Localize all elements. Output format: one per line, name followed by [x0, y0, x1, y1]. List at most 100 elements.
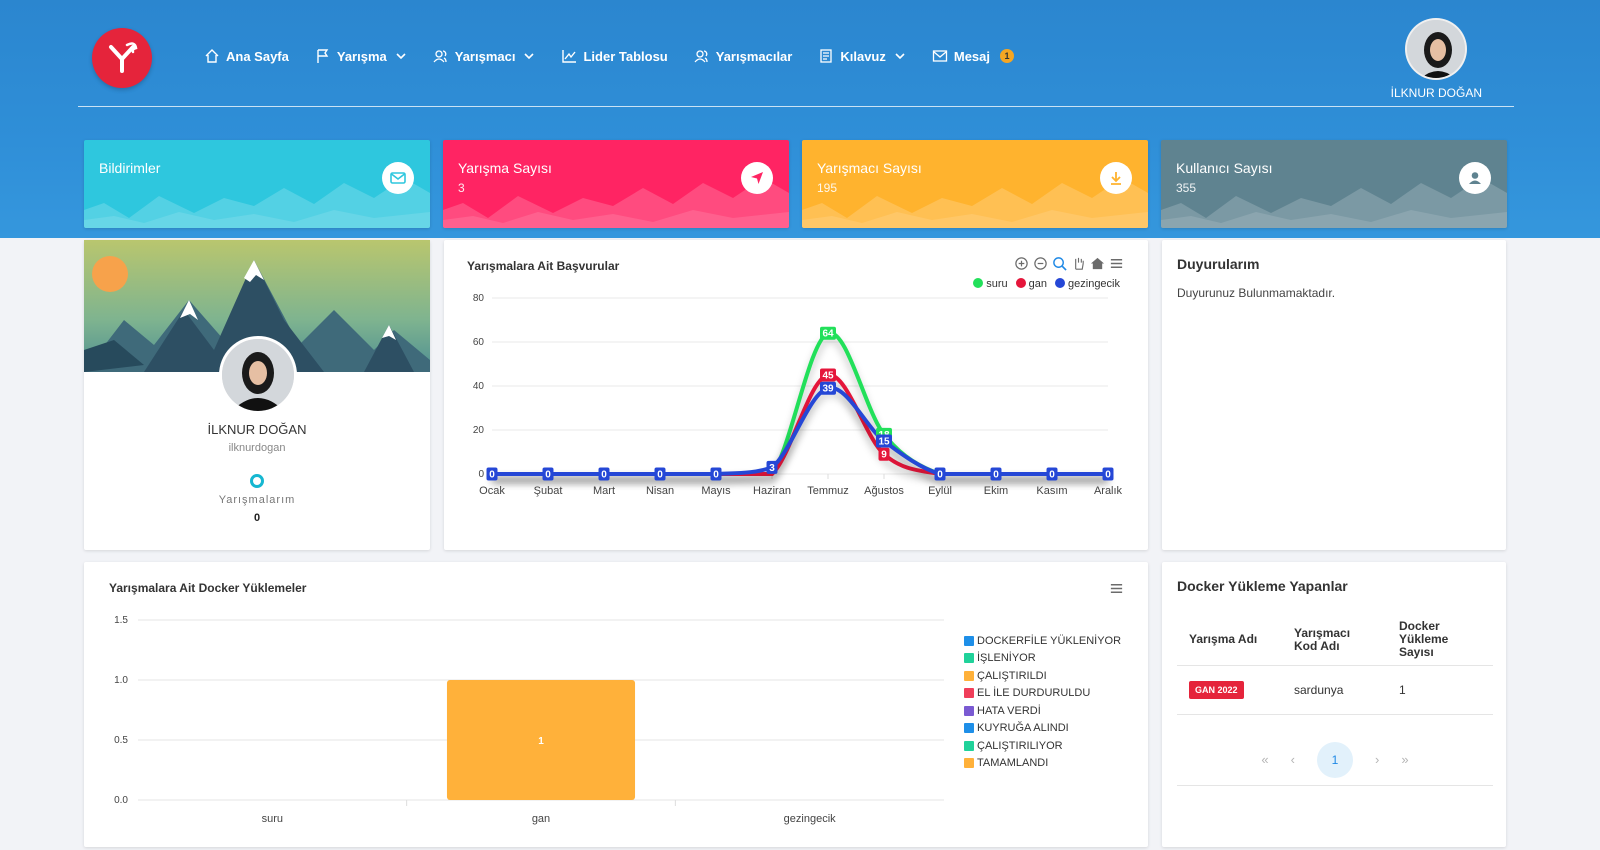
pan-hand-icon[interactable]: [1071, 256, 1086, 271]
announcements-card: Duyurularım Duyurunuz Bulunmamaktadır.: [1162, 240, 1506, 550]
profile-username: ilknurdogan: [228, 442, 286, 454]
next-page-button[interactable]: ›: [1375, 752, 1380, 767]
nav-item-1[interactable]: Yarışma: [315, 48, 407, 64]
legend-item[interactable]: gezingecik: [1055, 278, 1120, 290]
nav-item-6[interactable]: Mesaj 1: [932, 48, 1015, 64]
stat-icon-wrap: [382, 162, 414, 194]
series-shadow: [492, 337, 1108, 482]
docker-uploads-chart-card: Yarışmalara Ait Docker Yüklemeler 0.0 0.5…: [84, 562, 1148, 847]
data-label: 0: [598, 467, 610, 481]
data-label-box: [710, 467, 722, 481]
data-label-box: [654, 467, 666, 481]
x-tick-label: Nisan: [646, 485, 674, 497]
stat-card-1[interactable]: Yarışma Sayısı 3: [443, 140, 789, 228]
first-page-button[interactable]: «: [1261, 752, 1269, 767]
stat-card-2[interactable]: Yarışmacı Sayısı 195: [802, 140, 1148, 228]
page-button-current[interactable]: 1: [1317, 741, 1353, 778]
data-label: 0: [990, 467, 1002, 481]
data-label-text: 0: [993, 470, 999, 481]
data-label: 45: [820, 368, 836, 382]
stat-card-0[interactable]: Bildirimler: [84, 140, 430, 228]
bar-chart: 0.0 0.5 1.0 1.5 suru gan gezingecik 1: [114, 615, 944, 825]
profile-avatar[interactable]: [219, 336, 297, 414]
nav-item-label: Mesaj: [953, 48, 991, 64]
stat-value: 3: [458, 181, 465, 195]
x-tick-label: Ocak: [479, 485, 505, 497]
zoom-in-icon[interactable]: [1014, 256, 1029, 271]
legend-item[interactable]: suru: [973, 278, 1008, 290]
data-label-box: [876, 434, 892, 448]
stat-card-3[interactable]: Kullanıcı Sayısı 355: [1161, 140, 1507, 228]
legend-item[interactable]: DOCKERFİLE YÜKLENİYOR: [964, 632, 1121, 650]
legend-square-icon: [964, 740, 974, 751]
x-tick-label: suru: [262, 813, 283, 825]
y-tick-label: 0.5: [114, 735, 128, 746]
legend-label: HATA VERDİ: [977, 704, 1041, 717]
users-icon: [433, 50, 447, 63]
x-tick-label: Haziran: [753, 485, 791, 497]
y-tick-label: 80: [473, 293, 485, 304]
chart-toolbar: [1014, 256, 1124, 271]
legend-square-icon: [964, 688, 974, 699]
legend-item[interactable]: KUYRUĞA ALINDI: [964, 720, 1121, 738]
y-tick-label: 1.5: [114, 615, 128, 626]
nav-item-label: Ana Sayfa: [226, 48, 289, 64]
data-label-box: [542, 467, 554, 481]
nav-item-label: Yarışma: [336, 48, 387, 64]
x-tick-label: gezingecik: [784, 813, 836, 825]
legend-item[interactable]: gan: [1015, 278, 1047, 290]
legend-label: KUYRUĞA ALINDI: [977, 722, 1069, 735]
data-label-text: 0: [601, 470, 607, 481]
profile-card: İLKNUR DOĞAN ilknurdogan Yarışmalarım 0: [84, 240, 430, 550]
logo-icon: [109, 42, 138, 73]
zoom-out-icon[interactable]: [1033, 256, 1048, 271]
x-tick-label: Şubat: [534, 485, 563, 497]
avatar[interactable]: [1405, 18, 1468, 80]
prev-page-button[interactable]: ‹: [1290, 752, 1295, 767]
legend-label: gezingecik: [1068, 278, 1120, 290]
legend-item[interactable]: İŞLENİYOR: [964, 650, 1121, 668]
app-logo[interactable]: [92, 28, 152, 88]
data-label: 39: [820, 381, 836, 395]
legend-item[interactable]: ÇALIŞTIRILIYOR: [964, 737, 1121, 755]
legend-item[interactable]: HATA VERDİ: [964, 702, 1121, 720]
profile-avatar-icon: [222, 339, 294, 411]
document-icon: [820, 49, 833, 63]
nav-item-4[interactable]: Yarışmacılar: [694, 48, 792, 64]
data-label-box: [486, 467, 498, 481]
reset-home-icon[interactable]: [1090, 256, 1105, 271]
data-label-text: 15: [878, 437, 890, 448]
announcements-empty: Duyurunuz Bulunmamaktadır.: [1177, 286, 1336, 300]
stat-value: 195: [817, 181, 838, 195]
nav-item-2[interactable]: Yarışmacı: [433, 48, 536, 64]
chart-menu-icon[interactable]: [1109, 256, 1124, 271]
table-header-row: Yarışma Adı Yarışmacı Kod Adı Docker Yük…: [1177, 614, 1493, 666]
nav-item-3[interactable]: Lider Tablosu: [561, 48, 668, 64]
legend-label: suru: [986, 278, 1008, 290]
legend-label: EL İLE DURDURULDU: [977, 687, 1091, 700]
nav-item-0[interactable]: Ana Sayfa: [204, 48, 289, 64]
user-name[interactable]: İLKNUR DOĞAN: [1390, 86, 1482, 100]
card-wave-decoration: [84, 178, 430, 228]
user-menu[interactable]: İLKNUR DOĞAN: [1391, 18, 1482, 100]
legend-item[interactable]: TAMAMLANDI: [964, 755, 1121, 773]
y-tick-label: 0: [478, 469, 484, 480]
download-icon: [1111, 172, 1121, 185]
last-page-button[interactable]: »: [1401, 752, 1409, 767]
x-tick-label: Eylül: [928, 485, 952, 497]
data-label-text: 0: [713, 470, 719, 481]
legend-label: DOCKERFİLE YÜKLENİYOR: [977, 634, 1122, 647]
y-tick-label: 1.0: [114, 675, 128, 686]
bar-chart-menu-icon[interactable]: [1109, 581, 1124, 596]
legend-item[interactable]: EL İLE DURDURULDU: [964, 685, 1121, 703]
legend-label: ÇALIŞTIRILIYOR: [977, 739, 1063, 752]
legend-item[interactable]: ÇALIŞTIRILDI: [964, 667, 1121, 685]
stat-value: 355: [1176, 181, 1197, 195]
data-label-box: [766, 460, 778, 474]
stat-title: Kullanıcı Sayısı: [1176, 160, 1273, 176]
x-tick-label: Ağustos: [864, 485, 904, 497]
data-label-text: 39: [822, 384, 834, 395]
legend-square-icon: [964, 705, 974, 716]
nav-item-5[interactable]: Kılavuz: [818, 48, 906, 64]
selection-zoom-icon[interactable]: [1052, 256, 1067, 271]
